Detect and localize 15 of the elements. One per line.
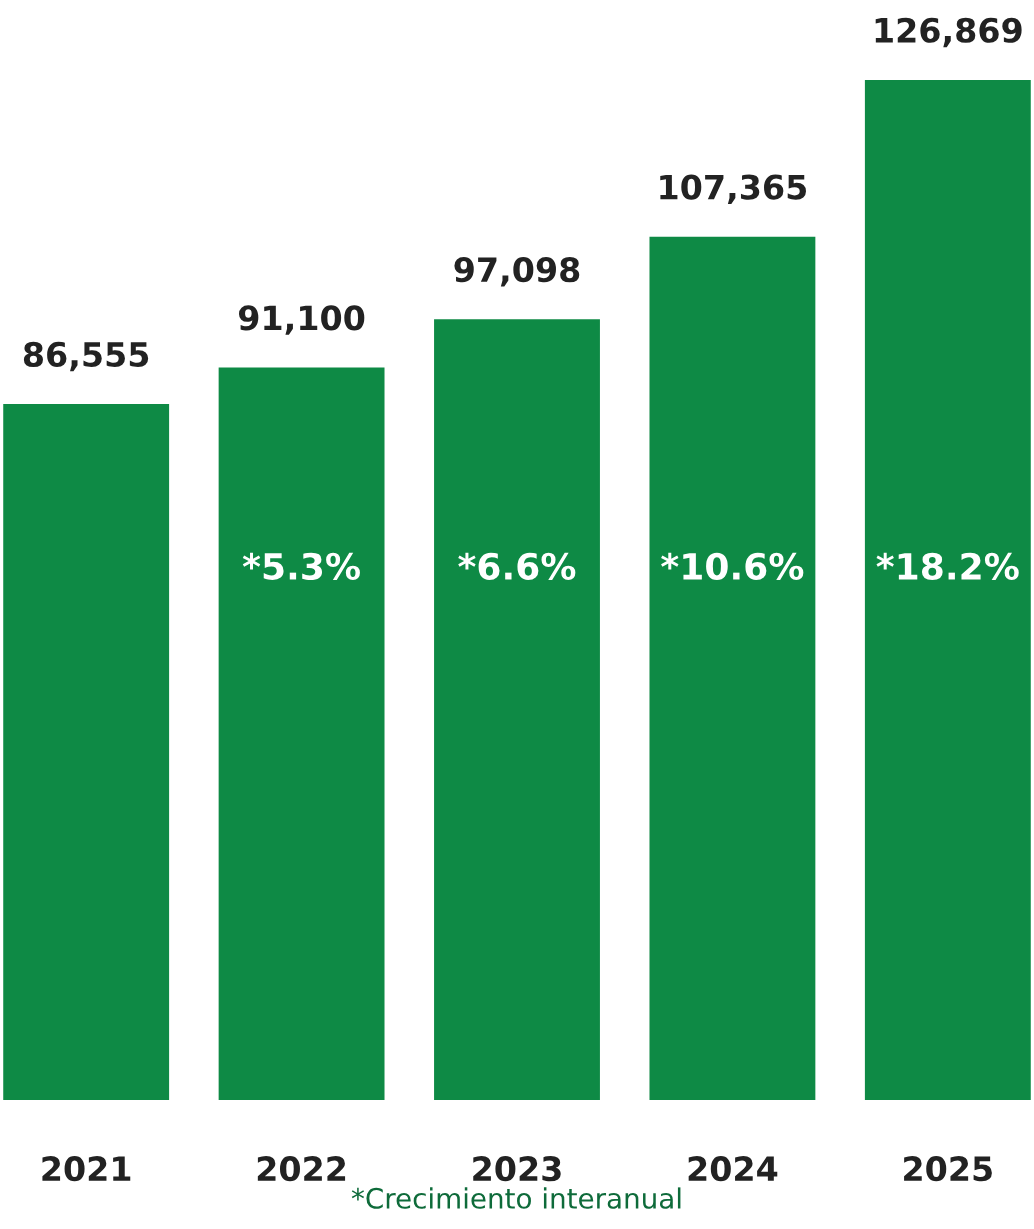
x-tick-label: 2025 [904,1156,992,1182]
x-tick-label: 2021 [42,1156,131,1182]
annotation: *5.3% [242,552,360,580]
annotation: *18.2% [876,552,1019,580]
data-label: 97,098 [454,257,580,287]
annotation: *10.6% [661,552,804,580]
annotation: *6.6% [458,552,576,580]
text: *Crecimiento interanual [351,1187,681,1209]
data-label: 86,555 [23,341,149,372]
x-tick-label: 2023 [473,1156,561,1182]
data-label: 91,100 [238,305,365,335]
data-label: 126,869 [875,17,1022,48]
x-tick-label: 2024 [688,1156,778,1182]
x-tick-label: 2022 [257,1156,346,1182]
data-label: 107,365 [660,174,806,204]
